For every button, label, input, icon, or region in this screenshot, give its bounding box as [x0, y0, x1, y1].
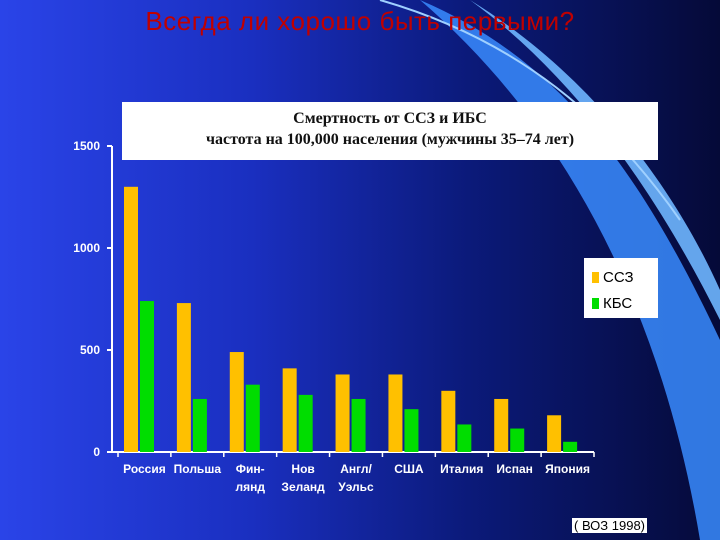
x-tick-label: Россия: [123, 462, 166, 476]
x-tick-label: США: [394, 462, 424, 476]
bar-ccz: [441, 390, 456, 452]
bar-ccz: [282, 368, 297, 452]
bar-ccz: [176, 303, 191, 452]
y-tick-label: 0: [93, 445, 100, 459]
bar-kbs: [140, 301, 154, 452]
bar-ccz: [494, 398, 509, 452]
x-tick-label: Уэльс: [338, 480, 374, 494]
legend-swatch-kbs: [592, 297, 599, 309]
chart-title-line-1: Смертность от ССЗ и ИБС: [293, 110, 487, 127]
chart-title-line-2: частота на 100,000 населения (мужчины 35…: [205, 131, 575, 148]
bar-kbs: [351, 398, 366, 452]
chart-title: Смертность от ССЗ и ИБС частота на 100,0…: [122, 102, 658, 160]
bar-ccz: [124, 186, 138, 453]
legend-item-ccz: ССЗ: [592, 264, 658, 290]
y-tick-label: 1000: [73, 241, 100, 255]
legend-label-kbs: КБС: [603, 294, 633, 312]
y-tick-label: 1500: [73, 139, 100, 153]
y-tick-label: 500: [80, 343, 100, 357]
x-tick-label: Англ/: [340, 462, 372, 476]
x-tick-label: Польша: [174, 462, 222, 476]
bar-kbs: [404, 409, 419, 452]
bar-ccz: [229, 352, 244, 452]
legend-item-kbs: КБС: [592, 290, 658, 316]
bar-ccz: [388, 374, 403, 452]
x-tick-label: Япония: [545, 462, 590, 476]
x-tick-label: Зеланд: [281, 480, 325, 494]
bar-kbs: [245, 384, 260, 452]
bar-ccz: [335, 374, 350, 452]
x-tick-label: Фин-: [236, 462, 265, 476]
bar-kbs: [192, 398, 207, 452]
x-tick-label: Нов: [291, 462, 314, 476]
x-tick-label: Италия: [440, 462, 483, 476]
legend-swatch-ccz: [592, 271, 599, 283]
chart-legend: ССЗ КБС: [584, 258, 658, 318]
bar-kbs: [563, 441, 578, 452]
bar-ccz: [547, 415, 562, 452]
legend-label-ccz: ССЗ: [603, 268, 634, 286]
x-tick-label: лянд: [235, 480, 265, 494]
bar-kbs: [457, 424, 472, 452]
source-note: ( ВОЗ 1998): [572, 518, 648, 533]
x-tick-label: Испан: [496, 462, 532, 476]
bar-kbs: [510, 428, 525, 452]
bar-kbs: [298, 394, 313, 452]
slide-title: Всегда ли хорошо быть первыми?: [145, 6, 575, 36]
